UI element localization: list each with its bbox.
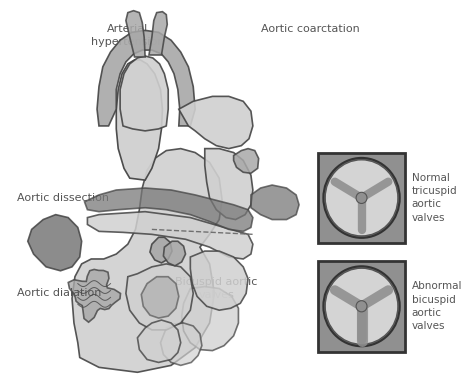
Polygon shape xyxy=(205,149,253,219)
Text: Aortic coarctation: Aortic coarctation xyxy=(261,25,359,34)
Text: Abnormal
bicuspid
aortic
valves: Abnormal bicuspid aortic valves xyxy=(411,282,462,331)
Circle shape xyxy=(356,192,367,204)
Polygon shape xyxy=(141,277,179,318)
Polygon shape xyxy=(191,251,248,310)
Ellipse shape xyxy=(325,160,398,236)
Polygon shape xyxy=(149,12,167,55)
Text: Aortic dialation: Aortic dialation xyxy=(17,288,101,298)
Polygon shape xyxy=(161,323,202,365)
Polygon shape xyxy=(182,287,238,351)
Polygon shape xyxy=(234,149,259,173)
Polygon shape xyxy=(179,96,253,149)
Polygon shape xyxy=(116,60,163,180)
Polygon shape xyxy=(126,11,145,57)
Bar xyxy=(318,153,405,243)
Text: Bicuspid aortic
valves: Bicuspid aortic valves xyxy=(175,277,257,300)
Text: Normal
tricuspid
aortic
valves: Normal tricuspid aortic valves xyxy=(411,173,457,223)
Bar xyxy=(318,261,405,352)
Polygon shape xyxy=(97,30,195,126)
Ellipse shape xyxy=(325,268,398,345)
Polygon shape xyxy=(68,269,120,322)
Polygon shape xyxy=(72,149,222,372)
Polygon shape xyxy=(251,185,299,219)
Polygon shape xyxy=(120,56,168,131)
Polygon shape xyxy=(137,320,181,362)
Text: Arterial
hypertension: Arterial hypertension xyxy=(91,25,164,47)
Polygon shape xyxy=(126,264,193,330)
Polygon shape xyxy=(84,188,253,231)
Polygon shape xyxy=(150,237,172,263)
Polygon shape xyxy=(28,215,82,271)
Ellipse shape xyxy=(323,266,400,346)
Polygon shape xyxy=(164,241,185,266)
Ellipse shape xyxy=(323,158,400,238)
Circle shape xyxy=(356,301,367,312)
Text: Aortic dissection: Aortic dissection xyxy=(17,193,109,203)
Polygon shape xyxy=(87,211,253,259)
